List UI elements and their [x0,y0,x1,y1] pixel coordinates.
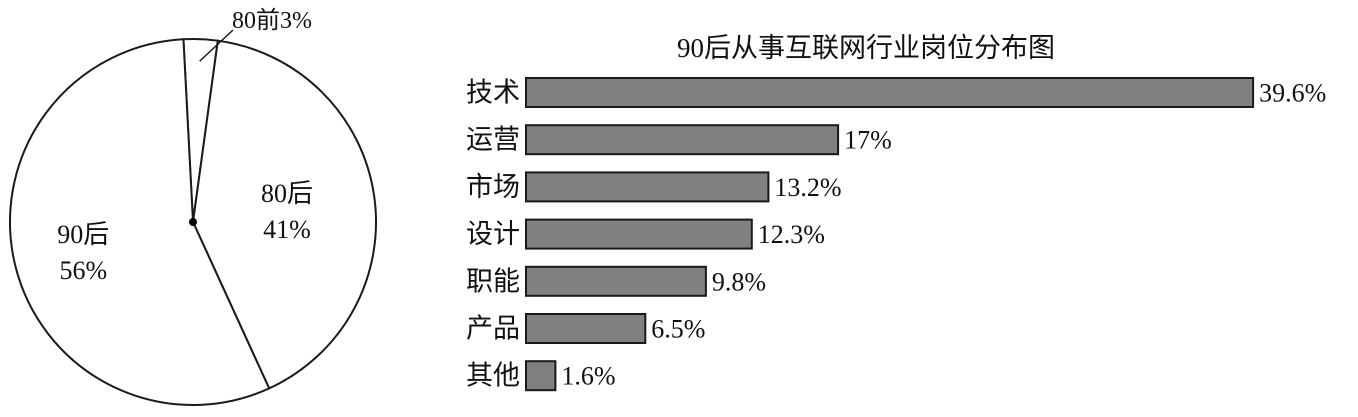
pie-label-name-2: 80后 [261,179,313,208]
bar-value-label: 9.8% [712,267,766,296]
bar-category-label: 设计 [466,219,520,249]
pie-slice-3 [9,38,271,406]
pie-chart: 80前3% 80后 41% 90后 56% [9,7,377,406]
bar [525,77,1255,108]
bar-value-label: 6.5% [651,315,705,344]
pie-slice-2 [191,39,377,390]
bar-category-label: 职能 [466,266,520,296]
pie-leader-line [199,29,234,62]
bar [525,124,840,156]
pie-center-dot [189,218,197,226]
bar-chart-title: 90后从事互联网行业岗位分布图 [677,33,1055,63]
bar [525,218,753,250]
bar-value-label: 13.2% [774,173,841,202]
pie-label-value-3: 56% [59,256,107,285]
bar [525,265,707,297]
bar-value-label: 39.6% [1259,79,1326,108]
bar [525,360,557,392]
bar-chart: 技术 39.6% 运营 17% 市场 13.2% 设计 12.3% 职能 9.8% 产品 6.5% 其他… [466,77,1326,392]
bar-category-label: 其他 [466,361,520,391]
bar-category-label: 市场 [466,172,520,202]
pie-label-80-before: 80前3% [232,7,312,34]
pie-label-name-3: 90后 [57,220,109,249]
bar-value-label: 1.6% [561,362,615,391]
pie-label-value-2: 41% [263,215,311,244]
bar [525,313,647,344]
bar-category-label: 产品 [466,314,520,344]
bar-value-label: 12.3% [758,220,825,249]
bar-category-label: 技术 [466,78,520,108]
bar-value-label: 17% [844,126,892,155]
bar-category-label: 运营 [466,125,520,155]
bar [525,171,770,203]
